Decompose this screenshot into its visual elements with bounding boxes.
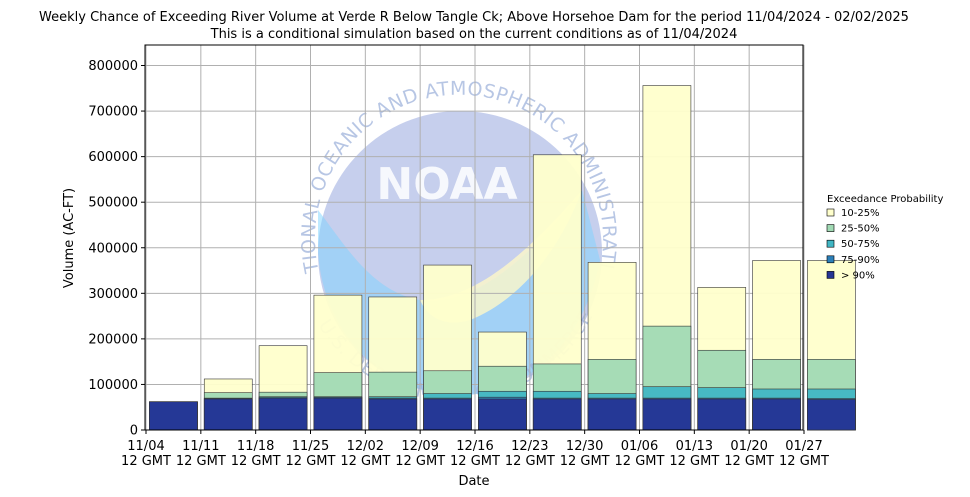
y-tick-label: 100000 [88,378,138,393]
bar-segment [478,398,527,431]
chart-title: Weekly Chance of Exceeding River Volume … [39,10,909,25]
bar-segment [752,398,801,431]
x-tick-label-date: 01/27 [785,439,822,454]
x-tick-label-date: 12/23 [511,439,548,454]
legend-entry-label: 75-90% [841,255,880,266]
y-tick-label: 200000 [88,332,138,347]
bar-segment [423,398,472,431]
y-axis: 0 100000 200000 300000 400000 500000 600000 700… [88,59,145,439]
x-tick-label-date: 12/30 [566,439,603,454]
x-tick-label-date: 11/18 [237,439,274,454]
x-tick-label-time: 12 GMT [286,454,336,469]
x-tick-label-time: 12 GMT [724,454,774,469]
legend-swatch [826,224,835,232]
chart-subtitle: This is a conditional simulation based o… [210,27,738,42]
y-tick-label: 0 [130,424,138,439]
x-tick-label-date: 01/13 [676,439,713,454]
bars [149,85,856,431]
bar-segment [203,398,253,431]
x-tick-label-time: 12 GMT [340,454,390,469]
legend-swatch [826,271,835,279]
x-tick-label-date: 12/02 [347,439,384,454]
bar-segment [642,398,692,431]
noaa-logo-text: NOAA [376,159,517,210]
legend-entry-label: > 90% [841,270,875,281]
legend-swatch [826,255,835,264]
y-tick-label: 600000 [88,150,138,165]
legend-entry-label: 10-25% [841,208,880,219]
x-tick-label-date: 12/09 [401,439,438,454]
x-tick-label-time: 12 GMT [669,454,719,469]
legend-title: Exceedance Probability [827,194,943,205]
y-tick-label: 800000 [88,59,138,74]
x-tick-label-date: 11/04 [127,439,164,454]
y-tick-label: 300000 [88,287,138,302]
bar-segment [807,399,856,431]
y-tick-label: 700000 [88,105,138,120]
x-tick-label-date: 11/25 [292,439,329,454]
bar-segment [258,397,308,431]
y-tick-label: 400000 [88,241,138,256]
legend-entry-label: 50-75% [841,239,880,250]
plot-frame [144,44,804,431]
y-axis-label: Volume (AC-FT) [62,188,77,288]
bar-segment [149,401,198,431]
legend-swatch [826,239,835,248]
x-tick-label-time: 12 GMT [121,454,171,469]
bar-segment [587,398,637,431]
y-tick-label: 500000 [88,196,138,211]
bar-segment [313,397,363,431]
x-tick-label-time: 12 GMT [779,454,829,469]
bar-segment [697,398,747,431]
x-tick-label-date: 12/16 [456,439,493,454]
x-tick-label-time: 12 GMT [615,454,665,469]
x-tick-label-date: 11/11 [182,439,219,454]
x-axis-label: Date [458,474,489,489]
bar-segment [532,398,582,431]
legend: Exceedance Probability 10-25% 25-50% 50-75… [826,194,943,281]
x-tick-label-date: 01/20 [730,439,767,454]
x-tick-label-time: 12 GMT [395,454,445,469]
x-tick-label-time: 12 GMT [231,454,281,469]
legend-swatch [826,208,835,217]
x-tick-label-time: 12 GMT [450,454,500,469]
legend-entry-label: 25-50% [841,224,880,235]
x-tick-label-date: 01/06 [621,439,658,454]
x-tick-label-time: 12 GMT [176,454,226,469]
bar-segment [368,398,418,431]
x-tick-label-time: 12 GMT [505,454,555,469]
x-tick-label-time: 12 GMT [560,454,610,469]
